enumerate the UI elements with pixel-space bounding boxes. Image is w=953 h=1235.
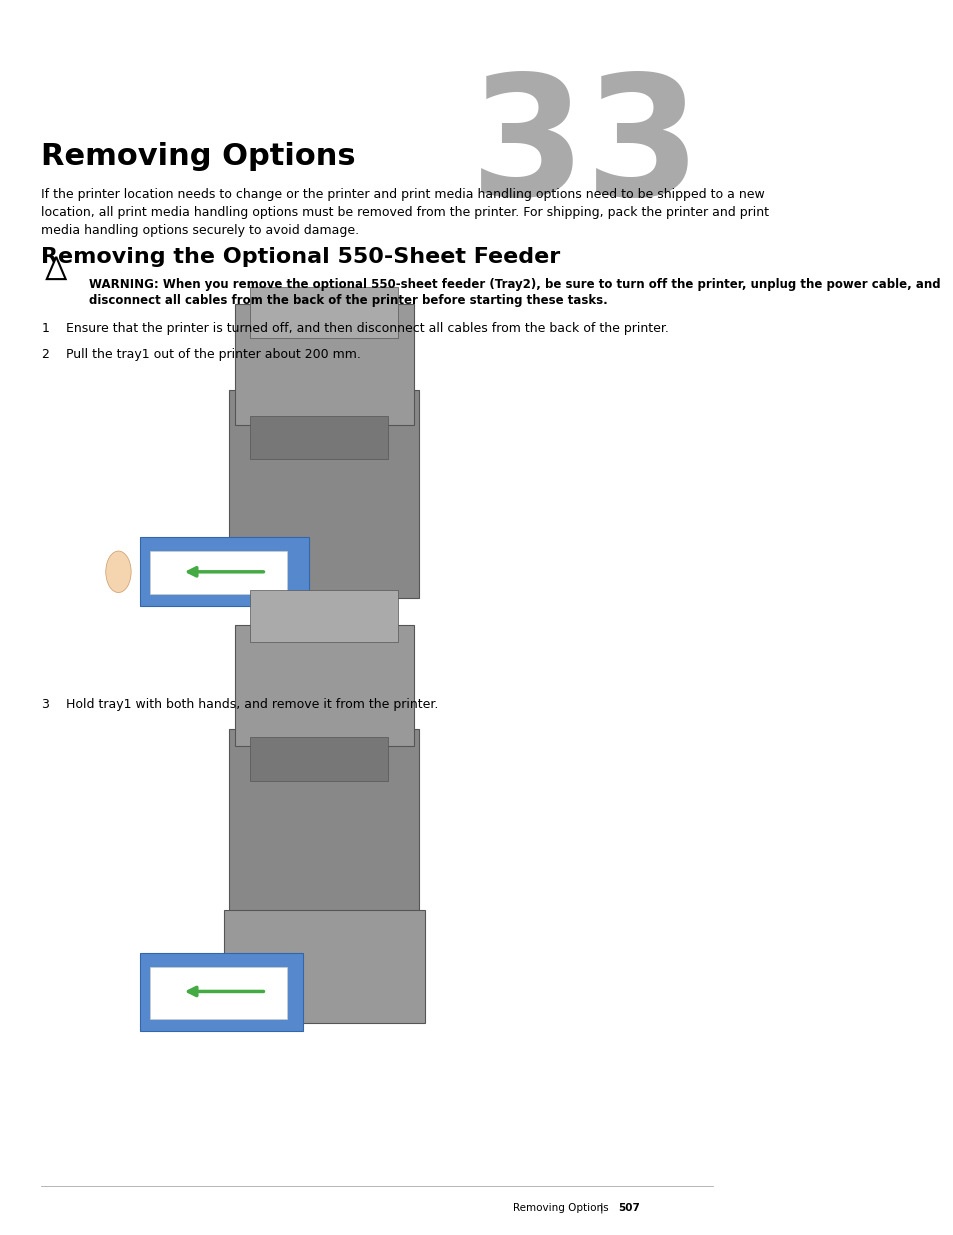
Text: 2: 2 — [41, 348, 50, 362]
Text: Removing Options: Removing Options — [513, 1203, 608, 1213]
Text: Removing the Optional 550-Sheet Feeder: Removing the Optional 550-Sheet Feeder — [41, 247, 560, 267]
Text: Hold tray1 with both hands, and remove it from the printer.: Hold tray1 with both hands, and remove i… — [67, 698, 438, 711]
Text: !: ! — [54, 264, 58, 274]
FancyBboxPatch shape — [224, 910, 424, 1023]
FancyBboxPatch shape — [139, 537, 308, 606]
Text: 507: 507 — [618, 1203, 639, 1213]
Text: Removing Options: Removing Options — [41, 142, 355, 170]
FancyBboxPatch shape — [229, 729, 419, 919]
Text: WARNING: When you remove the optional 550-sheet feeder (Tray2), be sure to turn : WARNING: When you remove the optional 55… — [89, 278, 940, 291]
Circle shape — [106, 551, 131, 593]
Text: disconnect all cables from the back of the printer before starting these tasks.: disconnect all cables from the back of t… — [89, 294, 607, 308]
Text: Pull the tray1 out of the printer about 200 mm.: Pull the tray1 out of the printer about … — [67, 348, 361, 362]
Text: 1: 1 — [41, 322, 50, 336]
FancyArrowPatch shape — [189, 987, 263, 995]
FancyBboxPatch shape — [251, 737, 388, 781]
Text: If the printer location needs to change or the printer and print media handling : If the printer location needs to change … — [41, 188, 769, 237]
FancyArrowPatch shape — [189, 568, 263, 576]
FancyBboxPatch shape — [139, 953, 303, 1031]
Text: Ensure that the printer is turned off, and then disconnect all cables from the b: Ensure that the printer is turned off, a… — [67, 322, 669, 336]
FancyBboxPatch shape — [251, 287, 398, 338]
FancyBboxPatch shape — [234, 625, 414, 746]
Polygon shape — [47, 257, 66, 279]
FancyBboxPatch shape — [251, 590, 398, 642]
FancyBboxPatch shape — [229, 390, 419, 598]
FancyBboxPatch shape — [150, 967, 287, 1019]
FancyBboxPatch shape — [234, 304, 414, 425]
Text: |: | — [599, 1202, 603, 1213]
Text: 33: 33 — [469, 68, 701, 231]
Text: 3: 3 — [41, 698, 50, 711]
FancyBboxPatch shape — [150, 551, 287, 594]
FancyBboxPatch shape — [251, 416, 388, 459]
